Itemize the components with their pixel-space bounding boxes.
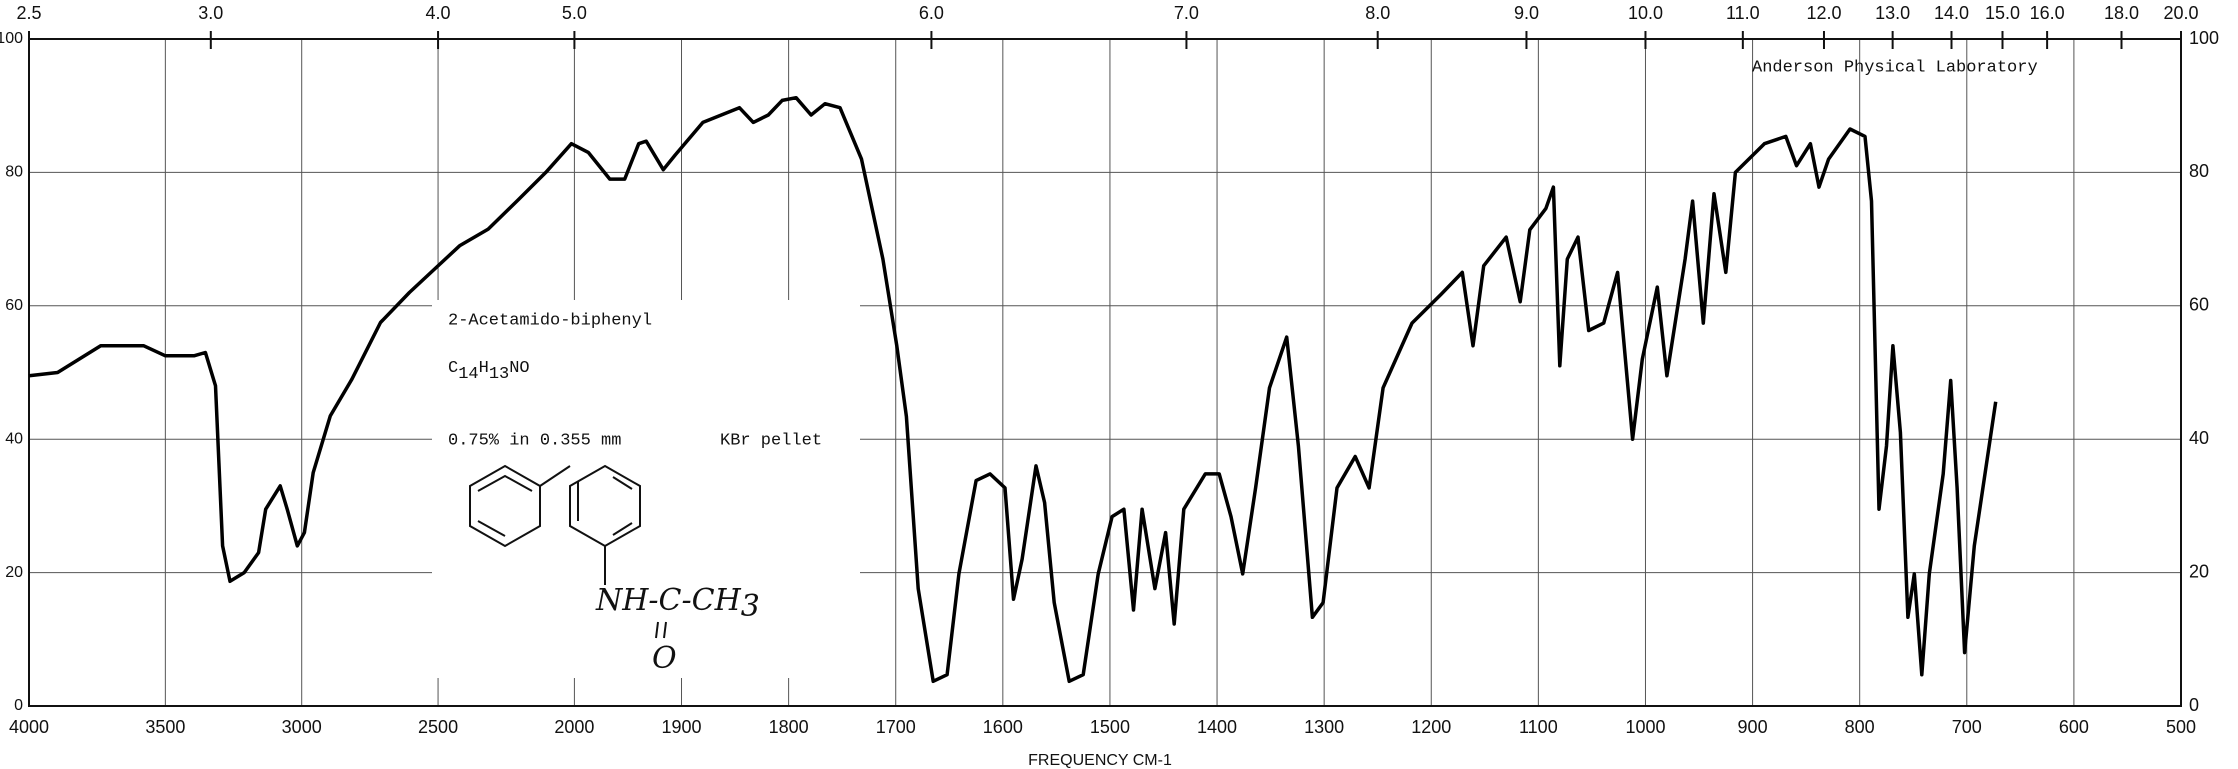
x2-tick-label: 12.0 (1806, 3, 1841, 23)
y-tick-label: 60 (2189, 295, 2209, 315)
x2-tick-label: 2.5 (16, 3, 41, 23)
y-tick-label: 0 (14, 697, 23, 714)
x2-tick-label: 5.0 (562, 3, 587, 23)
x2-tick-label: 14.0 (1934, 3, 1969, 23)
lab-name: Anderson Physical Laboratory (1752, 58, 2038, 77)
bond (477, 474, 533, 492)
x2-tick-label: 9.0 (1514, 3, 1539, 23)
x-tick-label: 500 (2166, 717, 2196, 737)
structure-oxygen: O (652, 641, 677, 676)
x2-tick-label: 20.0 (2163, 3, 2198, 23)
x2-tick-label: 16.0 (2030, 3, 2065, 23)
x2-tick-label: 18.0 (2104, 3, 2139, 23)
y-tick-label: 40 (2189, 428, 2209, 448)
x-tick-label: 1900 (661, 717, 701, 737)
x-tick-label: 800 (1845, 717, 1875, 737)
x2-tick-label: 13.0 (1875, 3, 1910, 23)
x2-tick-label: 15.0 (1985, 3, 2020, 23)
x-tick-label: 4000 (9, 717, 49, 737)
x-tick-label: 3500 (145, 717, 185, 737)
y-tick-label: 100 (2189, 28, 2219, 48)
structure-label: NH-C-CH3 (595, 583, 760, 624)
x-tick-label: 2000 (554, 717, 594, 737)
y-tick-label: 80 (2189, 161, 2209, 181)
x-tick-label: 700 (1952, 717, 1982, 737)
compound-name: 2-Acetamido-biphenyl (448, 311, 652, 330)
info-panel (432, 300, 860, 678)
x-tick-label: 1200 (1411, 717, 1451, 737)
y-tick-label: 0 (2189, 695, 2199, 715)
x-tick-label: 1500 (1090, 717, 1130, 737)
bond (477, 520, 506, 537)
x-tick-label: 600 (2059, 717, 2089, 737)
x2-tick-label: 10.0 (1628, 3, 1663, 23)
x-tick-label: 1100 (1519, 717, 1558, 737)
x2-tick-label: 3.0 (198, 3, 223, 23)
x2-tick-label: 6.0 (919, 3, 944, 23)
x2-tick-label: 11.0 (1726, 3, 1760, 23)
x2-tick-label: 7.0 (1174, 3, 1199, 23)
medium: KBr pellet (720, 431, 822, 450)
x2-tick-label: 8.0 (1365, 3, 1390, 23)
grid (28, 38, 2182, 707)
x2-tick-label: 4.0 (426, 3, 451, 23)
x-tick-label: 2500 (418, 717, 458, 737)
x-tick-label: 3000 (282, 717, 322, 737)
y-tick-label: 80 (5, 164, 23, 181)
structure (469, 464, 667, 639)
y-tick-label: 100 (0, 30, 23, 47)
concentration: 0.75% in 0.355 mm (448, 431, 621, 450)
y-tick-label: 20 (5, 564, 23, 581)
x-tick-label: 1800 (769, 717, 809, 737)
bond (539, 465, 571, 487)
x-tick-label: 1700 (876, 717, 916, 737)
y-tick-label: 60 (5, 297, 23, 314)
trace (28, 95, 1998, 684)
y-tick-label: 40 (5, 430, 23, 447)
x-tick-label: 1300 (1304, 717, 1344, 737)
x-tick-label: 1600 (983, 717, 1023, 737)
spectrum-line (28, 95, 1998, 684)
x-tick-label: 1400 (1197, 717, 1237, 737)
plot-frame (28, 38, 2182, 707)
x-tick-label: 900 (1738, 717, 1768, 737)
bond (655, 621, 659, 639)
x-axis-title: FREQUENCY CM-1 (1028, 752, 1172, 769)
formula: C14H13NO (448, 359, 530, 384)
sample-info: 2-Acetamido-biphenyl C14H13NO 0.75% in 0… (432, 300, 860, 678)
bond (612, 522, 633, 536)
y-tick-label: 20 (2189, 561, 2209, 581)
bond (612, 476, 633, 490)
bond (663, 621, 667, 639)
x-tick-label: 1000 (1625, 717, 1665, 737)
